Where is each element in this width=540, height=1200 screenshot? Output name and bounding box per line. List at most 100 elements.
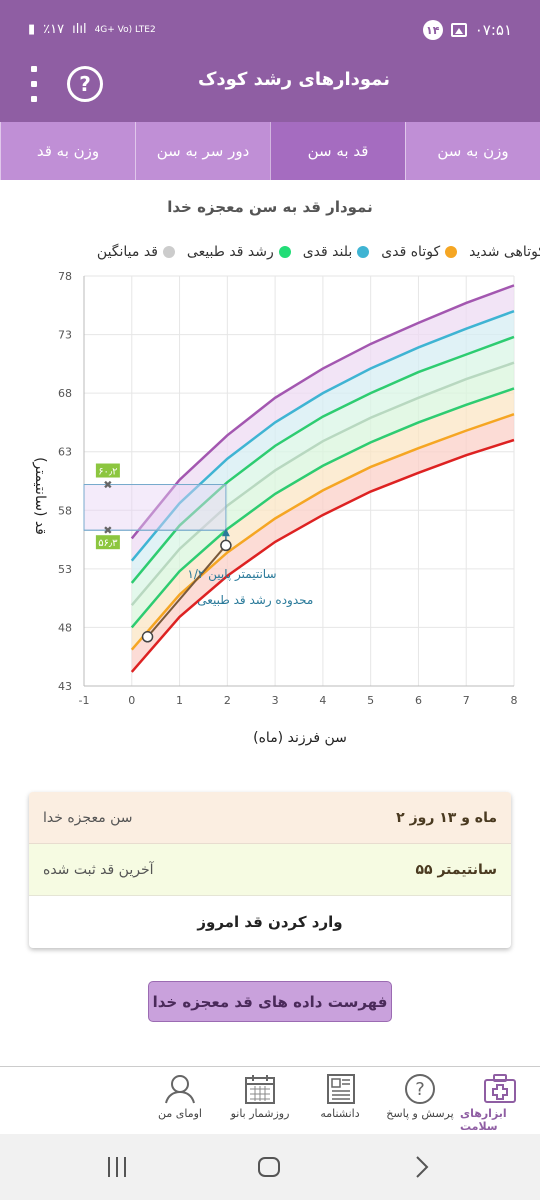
nav-health-tools[interactable]: ابزارهای سلامت bbox=[460, 1067, 540, 1134]
y-tick-label: 68 bbox=[58, 387, 72, 400]
bottom-nav: ابزارهای سلامت ? پرسش و پاسخ دانشنامه رو… bbox=[0, 1066, 540, 1134]
tab-weight-for-height[interactable]: وزن به قد bbox=[0, 122, 135, 180]
annotation-text: محدوده رشد قد طبیعی bbox=[197, 593, 313, 608]
range-high-badge bbox=[95, 463, 120, 478]
x-axis-label: سن فرزند (ماه) bbox=[253, 730, 347, 746]
y-tick-label: 53 bbox=[58, 563, 72, 576]
chart-tabs: وزن به سن قد به سن دور سر به سن وزن به ق… bbox=[0, 122, 540, 180]
system-nav-bar bbox=[0, 1134, 540, 1200]
nav-label: ابزارهای سلامت bbox=[460, 1107, 507, 1133]
age-value: ۲ ماه و ۱۳ روز bbox=[396, 809, 497, 826]
image-icon bbox=[450, 23, 467, 37]
clock: ۰۷:۵۱ bbox=[474, 21, 512, 39]
nav-calendar[interactable]: روزشمار بانو bbox=[220, 1067, 300, 1134]
chart-band bbox=[131, 388, 514, 650]
range-low-badge bbox=[95, 535, 120, 550]
chart-legend: کوتاهی شدید کوتاه قدی بلند قدی رشد قد طب… bbox=[0, 240, 540, 270]
chart-band bbox=[131, 336, 514, 606]
x-tick-label: 0 bbox=[128, 694, 135, 707]
age-label: سن معجزه خدا bbox=[43, 809, 133, 826]
series-line bbox=[130, 438, 515, 673]
chart-title: نمودار قد به سن معجزه خدا bbox=[167, 198, 373, 216]
legend-label: کوتاهی شدید bbox=[469, 244, 540, 260]
nav-label: پرسش و پاسخ bbox=[386, 1107, 454, 1120]
series-line bbox=[130, 361, 515, 606]
y-tick-label: 63 bbox=[58, 446, 72, 459]
home-icon[interactable] bbox=[256, 1154, 282, 1180]
nav-label: دانشنامه bbox=[320, 1107, 360, 1120]
last-height-label: آخرین قد ثبت شده bbox=[43, 861, 154, 878]
legend-dot bbox=[445, 246, 458, 258]
user-icon bbox=[165, 1075, 195, 1104]
chart-band bbox=[131, 311, 514, 583]
legend-label: رشد قد طبیعی bbox=[186, 244, 274, 260]
x-tick-label: 4 bbox=[319, 694, 326, 707]
x-tick-label: 8 bbox=[511, 694, 518, 707]
info-card: سن معجزه خدا ۲ ماه و ۱۳ روز آخرین قد ثبت… bbox=[29, 792, 511, 948]
page-title: نمودارهای رشد کودک bbox=[197, 69, 390, 90]
help-button[interactable]: ? bbox=[67, 66, 103, 102]
range-marker: ✖ bbox=[103, 479, 112, 492]
y-tick-label: 73 bbox=[58, 329, 72, 342]
y-axis-label: قد (سانتیمتر) bbox=[32, 457, 48, 535]
last-height-value: ۵۵ سانتیمتر bbox=[415, 861, 498, 878]
battery-level: ٪۱۷ bbox=[43, 22, 65, 37]
annotation-text: ۱/۲ سانتیمتر پایین bbox=[187, 567, 276, 582]
overflow-menu-icon[interactable] bbox=[26, 66, 42, 102]
x-tick-label: -1 bbox=[79, 694, 90, 707]
recent-apps-icon[interactable] bbox=[104, 1154, 130, 1180]
chart-band bbox=[131, 362, 514, 628]
nav-qa[interactable]: ? پرسش و پاسخ bbox=[380, 1067, 460, 1134]
notification-count: ۱۴ bbox=[422, 20, 443, 40]
nav-label: روزشمار بانو bbox=[230, 1107, 290, 1120]
series-line bbox=[130, 284, 515, 540]
signal-icon: ılıl bbox=[72, 22, 87, 37]
newspaper-icon bbox=[327, 1074, 355, 1104]
series-line bbox=[130, 335, 515, 584]
question-icon: ? bbox=[405, 1074, 435, 1104]
app-header: ? نمودارهای رشد کودک bbox=[0, 42, 540, 122]
legend-item[interactable]: کوتاه قدی bbox=[381, 244, 458, 260]
series-line bbox=[130, 309, 515, 562]
legend-item[interactable]: قد میانگین bbox=[97, 244, 175, 260]
battery-icon: ▮ bbox=[28, 22, 36, 37]
target-arrow-head bbox=[221, 528, 230, 537]
range-marker: ✖ bbox=[103, 524, 112, 537]
legend-dot bbox=[278, 246, 291, 258]
height-list-button[interactable]: فهرست داده های قد معجزه خدا bbox=[148, 981, 392, 1022]
legend-dot bbox=[162, 246, 175, 258]
tab-weight-for-age[interactable]: وزن به سن bbox=[405, 122, 540, 180]
enter-height-button[interactable]: وارد کردن قد امروز bbox=[197, 913, 343, 931]
range-high-label: ۶۰٫۲ bbox=[98, 467, 117, 478]
y-tick-label: 43 bbox=[58, 680, 72, 693]
y-tick-label: 58 bbox=[58, 504, 72, 517]
age-row: سن معجزه خدا ۲ ماه و ۱۳ روز bbox=[29, 792, 511, 844]
legend-item[interactable]: بلند قدی bbox=[303, 244, 370, 260]
nav-profile[interactable]: اومای من bbox=[140, 1067, 220, 1134]
child-growth-line bbox=[146, 544, 227, 638]
medical-kit-icon bbox=[484, 1074, 516, 1103]
legend-label: قد میانگین bbox=[96, 244, 158, 260]
range-low-label: ۵۶٫۳ bbox=[98, 538, 118, 549]
chart-band bbox=[131, 285, 514, 561]
legend-item[interactable]: رشد قد طبیعی bbox=[187, 244, 291, 260]
back-icon[interactable] bbox=[408, 1154, 434, 1180]
legend-label: کوتاه قدی bbox=[381, 244, 441, 260]
network-type: 4G+ Vo) LTE2 bbox=[94, 24, 156, 35]
calendar-icon bbox=[245, 1075, 275, 1104]
legend-label: بلند قدی bbox=[302, 244, 353, 260]
tab-height-for-age[interactable]: قد به سن bbox=[270, 122, 405, 180]
svg-text:?: ? bbox=[415, 1079, 425, 1100]
nav-encyclopedia[interactable]: دانشنامه bbox=[300, 1067, 380, 1134]
legend-item[interactable]: کوتاهی شدید bbox=[469, 244, 540, 260]
tab-head-for-age[interactable]: دور سر به سن bbox=[135, 122, 270, 180]
status-right: ۱۴ ۰۷:۵۱ bbox=[422, 20, 512, 40]
x-tick-label: 6 bbox=[415, 694, 422, 707]
x-tick-label: 3 bbox=[272, 694, 279, 707]
chart-band bbox=[131, 414, 514, 672]
series-line bbox=[130, 387, 515, 629]
child-data-point bbox=[220, 539, 232, 552]
y-tick-label: 78 bbox=[58, 270, 72, 283]
x-tick-label: 2 bbox=[224, 694, 231, 707]
